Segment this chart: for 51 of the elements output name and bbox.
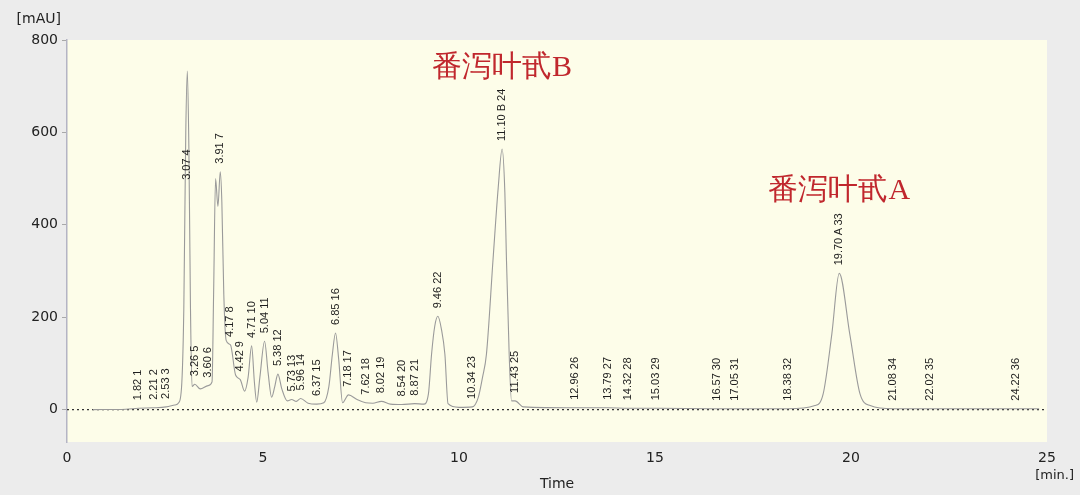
- annotation: 7.18 17: [341, 350, 354, 387]
- annotation: 5.04 11: [257, 297, 270, 334]
- annotation: 11.43 25: [508, 350, 521, 393]
- annotation: 12.96 26: [568, 356, 581, 400]
- annotation: 5.38 12: [270, 329, 283, 367]
- annotation: 18.38 32: [780, 357, 793, 401]
- annotation: 8.54 20: [394, 359, 407, 397]
- annotation: 17.05 31: [728, 357, 741, 401]
- y-tick-label: 600: [31, 123, 58, 140]
- x-tick-label: 5: [258, 449, 268, 466]
- annotation: 8.02 19: [374, 356, 387, 394]
- x-tick-label: 15: [646, 449, 664, 466]
- x-tick-label: 25: [1038, 449, 1056, 466]
- annotation: 3.60 6: [201, 347, 214, 378]
- x-tick-label: 10: [450, 449, 468, 466]
- annotation: 10.34 23: [465, 356, 478, 399]
- annotation: 14.32 28: [621, 357, 634, 401]
- y-tick-label: 800: [31, 30, 58, 47]
- annotation: 3.26 5: [187, 345, 200, 377]
- annotation: 21.08 34: [886, 357, 899, 401]
- x-tick-label: 20: [842, 449, 860, 466]
- annotation: 11.10 B 24: [495, 88, 508, 142]
- x-tick-label: 0: [62, 449, 72, 466]
- annotation: 4.71 10: [244, 301, 257, 338]
- annotation: 6.37 15: [309, 359, 322, 397]
- y-tick-label: 0: [49, 400, 58, 417]
- annotation: 7.62 18: [358, 358, 371, 395]
- annotation: 5.73 13: [284, 354, 297, 392]
- y-tick-label: 200: [31, 307, 58, 324]
- annotation: 2.53 3: [159, 368, 172, 399]
- annotation: 19.70 A 33: [832, 213, 845, 266]
- y-axis-title: [mAU]: [16, 9, 61, 26]
- annotation: 24.22 36: [1009, 357, 1022, 401]
- annotation: 8.87 21: [407, 358, 420, 396]
- annotation: 4.42 9: [233, 341, 246, 372]
- x-axis-title: Time: [538, 475, 575, 492]
- y-tick-label: 400: [31, 215, 58, 232]
- annotation: 番泻叶甙B: [432, 48, 573, 82]
- annotation: 13.79 27: [600, 356, 613, 400]
- annotation: 9.46 22: [430, 271, 443, 309]
- annotation: 1.82 1: [131, 369, 144, 401]
- annotation: 6.85 16: [328, 288, 341, 325]
- annotation: 4.17 8: [223, 306, 236, 337]
- annotation: 番泻叶甙A: [768, 172, 911, 206]
- annotation: 3.91 7: [213, 133, 226, 164]
- annotation: 16.57 30: [709, 357, 722, 401]
- text: [min.]: [1035, 467, 1074, 483]
- annotation: 3.07 4: [180, 149, 193, 180]
- annotation: 15.03 29: [649, 357, 662, 401]
- annotation: 22.02 35: [923, 357, 936, 401]
- annotation: 2.21 2: [146, 369, 159, 400]
